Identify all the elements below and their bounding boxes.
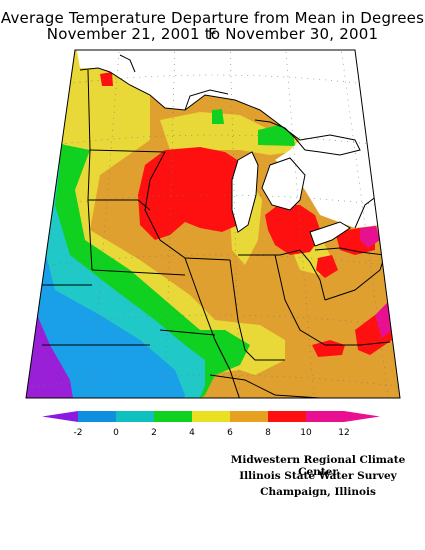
- band-4-to-6-north-spot: [212, 109, 224, 124]
- legend-tick-label: -2: [74, 428, 83, 438]
- legend-swatch-above-12: [344, 411, 380, 422]
- legend-swatch-6-to-8: [230, 411, 268, 422]
- legend-tick-label: 6: [227, 428, 233, 438]
- lake-erie: [310, 222, 350, 246]
- legend-tick-label: 12: [338, 428, 349, 438]
- legend-bar: [42, 411, 380, 422]
- map-frame: [25, 49, 401, 399]
- band-10-to-12-michigan: [265, 205, 322, 255]
- band-10-to-12-kentucky: [312, 340, 345, 357]
- lake-michigan: [232, 152, 258, 232]
- credit-location: Champaign, Illinois: [260, 486, 376, 498]
- band-minus2-to-0: [26, 300, 75, 398]
- unshaded-region-north: [75, 50, 400, 228]
- band-above-12-southeast: [375, 302, 392, 338]
- legend-swatch-0-to-2: [116, 411, 154, 422]
- band-above-12-east: [360, 226, 380, 248]
- legend-tick-label: 4: [189, 428, 195, 438]
- legend-swatch-4-to-6: [192, 411, 230, 422]
- legend-swatch--2-to-0: [78, 411, 116, 422]
- map-title: Average Temperature Departure from Mean …: [0, 9, 425, 43]
- legend-ticks: -2 0 2 4 6 8 10 12: [74, 428, 350, 438]
- band-10-to-12-ohio: [316, 255, 338, 278]
- boundaries: [30, 54, 400, 398]
- credit-center: Midwestern Regional Climate Center: [230, 454, 406, 478]
- band-10-to-12-north-spot: [100, 72, 113, 86]
- temperature-departure-map: [25, 49, 401, 399]
- legend-swatch-below-minus2: [42, 411, 78, 422]
- map-date-range: November 21, 2001 to November 30, 2001: [46, 25, 379, 43]
- band-10-to-12-wisconsin: [138, 147, 250, 240]
- legend-tick-label: 10: [300, 428, 312, 438]
- legend-swatch-10-to-12: [306, 411, 344, 422]
- legend-tick-label: 2: [151, 428, 157, 438]
- legend-swatch-2-to-4: [154, 411, 192, 422]
- graticule: [26, 50, 400, 398]
- legend-swatch-8-to-10: [268, 411, 306, 422]
- legend-tick-label: 8: [265, 428, 271, 438]
- credit-survey: Illinois State Water Survey: [239, 470, 397, 482]
- lake-huron: [262, 158, 305, 210]
- legend-tick-label: 0: [113, 428, 119, 438]
